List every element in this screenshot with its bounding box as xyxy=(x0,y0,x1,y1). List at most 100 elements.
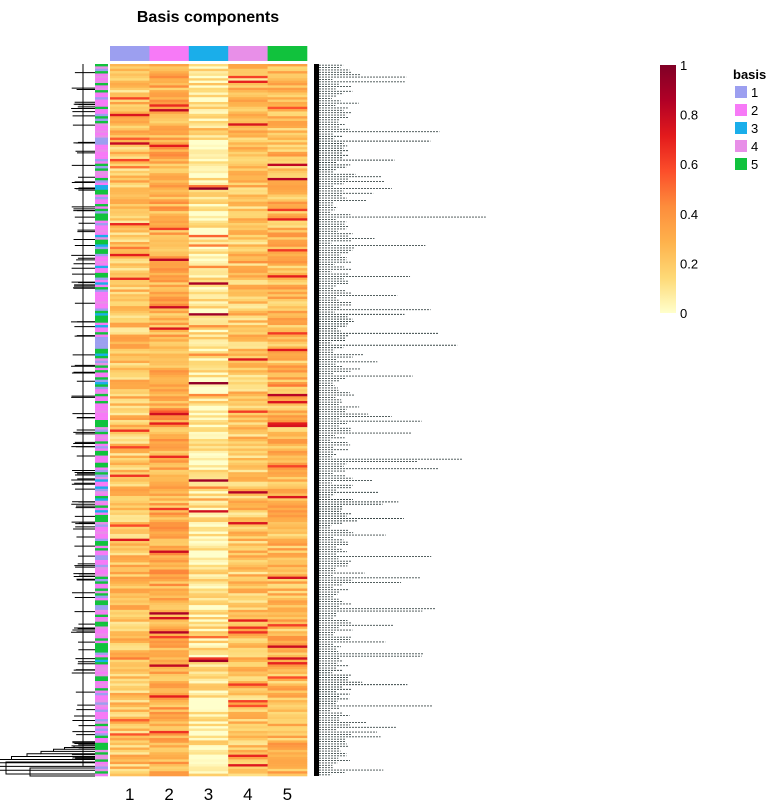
heatmap-cell xyxy=(110,258,150,262)
heatmap-cell xyxy=(228,177,268,181)
heatmap-cell xyxy=(228,109,268,112)
heatmap-cell xyxy=(149,654,190,658)
heatmap-cell xyxy=(188,555,229,558)
heatmap-cell xyxy=(188,239,229,243)
heatmap-cell xyxy=(228,733,268,736)
heatmap-cell xyxy=(149,130,190,134)
heatmap-cell xyxy=(267,374,308,378)
heatmap-cell xyxy=(188,676,229,679)
heatmap-cell xyxy=(149,113,190,117)
heatmap-cell xyxy=(149,457,190,461)
heatmap-cell xyxy=(110,453,150,456)
row-annotation-cell xyxy=(95,130,108,134)
heatmap-cell xyxy=(267,747,308,751)
row-annotation-cell xyxy=(95,139,108,143)
heatmap-cell xyxy=(228,735,268,739)
heatmap-cell xyxy=(228,225,268,229)
heatmap-cell xyxy=(188,711,229,715)
row-annotation-cell xyxy=(95,242,108,245)
heatmap-cell xyxy=(228,531,268,535)
heatmap-cell xyxy=(110,569,150,573)
heatmap-cell xyxy=(110,97,150,100)
heatmap-cell xyxy=(188,434,229,437)
heatmap-cell xyxy=(228,420,268,423)
heatmap-cell xyxy=(228,92,268,96)
heatmap-cell xyxy=(110,104,150,108)
heatmap-cell xyxy=(267,757,308,760)
row-annotation-cell xyxy=(95,479,108,483)
heatmap-cell xyxy=(110,548,150,551)
heatmap-cell xyxy=(228,704,268,708)
heatmap-cell xyxy=(149,384,190,388)
heatmap-cell xyxy=(267,733,308,736)
heatmap-cell xyxy=(267,503,308,506)
row-annotation-cell xyxy=(95,204,108,207)
row-annotation-cell xyxy=(95,624,108,627)
heatmap-cell xyxy=(188,163,229,167)
heatmap-cell xyxy=(267,436,308,440)
heatmap-cell xyxy=(267,310,308,314)
heatmap-cell xyxy=(188,560,229,563)
heatmap-cell xyxy=(110,626,150,630)
heatmap-cell xyxy=(149,590,190,594)
row-annotation-cell xyxy=(95,182,108,186)
heatmap-cell xyxy=(228,206,268,210)
heatmap-cell xyxy=(267,740,308,744)
heatmap-cell xyxy=(267,130,308,134)
heatmap-cell xyxy=(267,196,308,200)
row-annotation-cell xyxy=(95,263,108,267)
heatmap-cell xyxy=(110,78,150,81)
row-annotation-cell xyxy=(95,291,108,295)
heatmap-cell xyxy=(228,431,268,435)
heatmap-cell xyxy=(188,574,229,577)
heatmap-cell xyxy=(267,97,308,100)
heatmap-cell xyxy=(228,301,268,305)
heatmap-cell xyxy=(267,773,308,777)
heatmap-cell xyxy=(110,277,150,281)
heatmap-cell xyxy=(188,761,229,765)
heatmap-cell xyxy=(110,512,150,516)
heatmap-cell xyxy=(188,132,229,136)
heatmap-cell xyxy=(188,294,229,297)
heatmap-cell xyxy=(110,208,150,212)
row-annotation-cell xyxy=(95,73,108,77)
heatmap-cell xyxy=(267,505,308,509)
heatmap-cell xyxy=(228,230,268,233)
heatmap-cell xyxy=(188,749,229,753)
heatmap-cell xyxy=(228,555,268,558)
heatmap-cell xyxy=(228,457,268,461)
heatmap-cell xyxy=(188,602,229,606)
row-annotation-cell xyxy=(95,612,108,615)
heatmap-cell xyxy=(188,441,229,445)
heatmap-cell xyxy=(110,284,150,288)
row-annotation-cell xyxy=(95,334,108,338)
heatmap-cell xyxy=(267,391,308,395)
dendrogram-branch xyxy=(0,759,95,764)
heatmap-cell xyxy=(267,628,308,632)
heatmap-cell xyxy=(267,562,308,566)
heatmap-cell xyxy=(110,446,150,449)
heatmap-cell xyxy=(228,66,268,70)
heatmap-cell xyxy=(149,398,190,402)
heatmap-cell xyxy=(149,163,190,167)
heatmap-cell xyxy=(267,204,308,207)
heatmap-cell xyxy=(267,707,308,710)
heatmap-cell xyxy=(267,476,308,480)
heatmap-cell xyxy=(267,125,308,129)
row-annotation-cell xyxy=(95,329,108,333)
heatmap-cell xyxy=(188,161,229,164)
row-annotation-cell xyxy=(95,427,108,430)
heatmap-cell xyxy=(228,296,268,300)
heatmap-cell xyxy=(228,391,268,395)
heatmap-cell xyxy=(188,374,229,378)
heatmap-cell xyxy=(149,548,190,551)
heatmap-cell xyxy=(110,64,150,67)
heatmap-cell xyxy=(267,144,308,148)
row-annotation-cell xyxy=(95,149,108,153)
heatmap-cell xyxy=(267,616,308,620)
row-annotation-cell xyxy=(95,71,108,74)
heatmap-cell xyxy=(110,481,150,485)
row-annotation-cell xyxy=(95,253,108,257)
heatmap-cell xyxy=(188,90,229,93)
heatmap-cell xyxy=(267,609,308,613)
